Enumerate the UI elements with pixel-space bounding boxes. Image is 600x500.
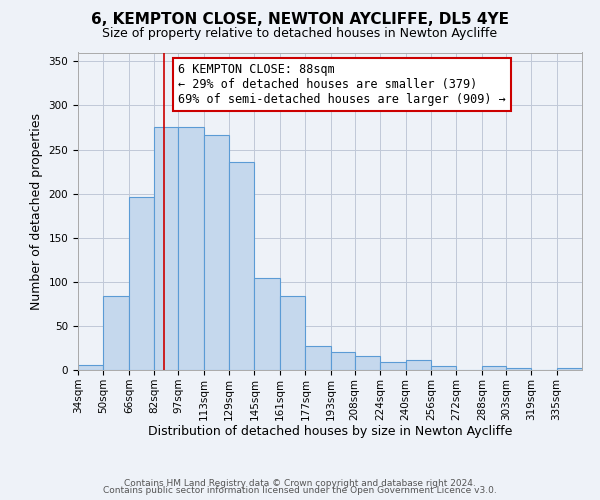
Bar <box>305 346 331 370</box>
Bar <box>431 366 457 370</box>
Bar <box>103 296 129 370</box>
Text: Contains public sector information licensed under the Open Government Licence v3: Contains public sector information licen… <box>103 486 497 495</box>
Bar <box>254 278 280 370</box>
Bar <box>406 360 431 370</box>
Bar <box>78 364 103 370</box>
Bar <box>557 368 582 370</box>
Y-axis label: Number of detached properties: Number of detached properties <box>30 113 43 310</box>
Bar <box>331 352 355 370</box>
Bar <box>280 296 305 370</box>
Bar <box>154 126 178 370</box>
Bar <box>355 356 380 370</box>
Text: 6, KEMPTON CLOSE, NEWTON AYCLIFFE, DL5 4YE: 6, KEMPTON CLOSE, NEWTON AYCLIFFE, DL5 4… <box>91 12 509 28</box>
Text: 6 KEMPTON CLOSE: 88sqm
← 29% of detached houses are smaller (379)
69% of semi-de: 6 KEMPTON CLOSE: 88sqm ← 29% of detached… <box>178 63 506 106</box>
Text: Contains HM Land Registry data © Crown copyright and database right 2024.: Contains HM Land Registry data © Crown c… <box>124 478 476 488</box>
Bar <box>178 128 203 370</box>
Bar <box>229 162 254 370</box>
Bar <box>203 136 229 370</box>
Bar <box>129 197 154 370</box>
Bar <box>482 366 506 370</box>
X-axis label: Distribution of detached houses by size in Newton Aycliffe: Distribution of detached houses by size … <box>148 426 512 438</box>
Text: Size of property relative to detached houses in Newton Aycliffe: Size of property relative to detached ho… <box>103 28 497 40</box>
Bar <box>380 362 406 370</box>
Bar <box>506 368 531 370</box>
